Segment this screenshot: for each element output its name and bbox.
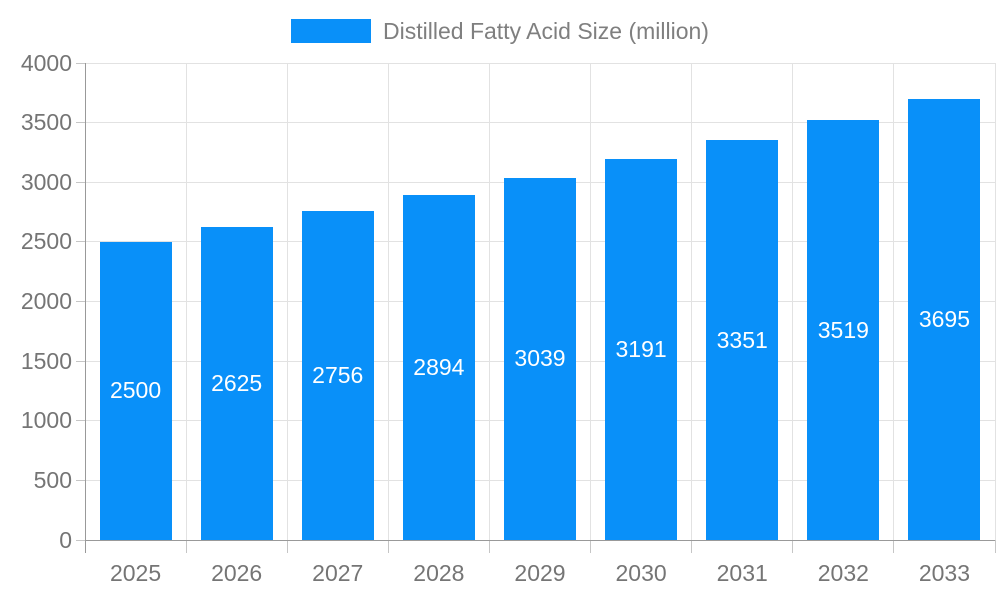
x-axis-tick-label: 2027 — [312, 560, 364, 586]
bar-value-label: 2894 — [413, 353, 465, 380]
x-axis-tick-label: 2028 — [413, 560, 465, 586]
bar-value-label: 2756 — [312, 362, 364, 389]
y-tick-500 — [76, 479, 85, 481]
y-tick-2000 — [76, 301, 85, 302]
bar-value-label: 3351 — [716, 326, 768, 353]
bar-2028[interactable] — [402, 194, 475, 540]
bar-2031[interactable] — [706, 140, 779, 540]
y-tick-3000 — [76, 181, 85, 183]
bar-2032[interactable] — [807, 120, 880, 540]
y-tick-1500 — [76, 360, 85, 362]
y-axis-tick-label: 500 — [33, 466, 72, 493]
y-axis-line — [84, 63, 86, 553]
y-axis-tick-label: 4000 — [20, 49, 72, 76]
gridline-h-4000 — [85, 62, 995, 64]
gridline-v-6 — [691, 63, 693, 540]
y-tick-0 — [76, 539, 85, 541]
bar-value-label: 3695 — [918, 306, 971, 333]
x-axis-tick-label: 2033 — [918, 560, 971, 586]
x-axis-tick-label: 2026 — [211, 560, 263, 586]
x-axis-tick-label: 2032 — [817, 560, 869, 586]
y-tick-2500 — [76, 241, 85, 243]
x-axis-tick-label: 2031 — [716, 560, 768, 586]
y-axis-tick-label: 1500 — [20, 347, 72, 374]
legend-swatch — [291, 19, 372, 43]
y-tick-4000 — [76, 62, 85, 64]
x-tick-8 — [893, 540, 895, 553]
x-axis-tick-label: 2030 — [615, 560, 667, 586]
y-tick-3500 — [76, 122, 85, 124]
bar-value-label: 2625 — [211, 369, 263, 396]
gridline-v-3 — [387, 63, 389, 540]
y-axis-tick-label: 3000 — [20, 168, 72, 195]
legend-label: Distilled Fatty Acid Size (million) — [383, 18, 709, 44]
y-axis-tick-label: 2500 — [20, 228, 72, 255]
gridline-h-3500 — [85, 122, 995, 124]
y-axis-tick-label: 0 — [59, 526, 72, 553]
x-tick-4 — [488, 540, 490, 553]
bar-value-label: 3191 — [615, 336, 667, 363]
x-axis-tick-label: 2029 — [514, 560, 566, 586]
bar-value-label: 2500 — [109, 377, 162, 404]
x-tick-7 — [792, 540, 794, 553]
bar-2033[interactable] — [908, 99, 981, 540]
y-axis-tick-label: 2000 — [20, 288, 72, 314]
bar-value-label: 3519 — [817, 316, 869, 343]
bar-2027[interactable] — [301, 211, 374, 540]
gridline-v-9 — [994, 63, 996, 540]
bar-2025[interactable] — [99, 241, 172, 540]
gridline-v-4 — [488, 63, 490, 540]
bar-2029[interactable] — [504, 177, 576, 540]
x-tick-2 — [286, 540, 288, 553]
x-tick-5 — [590, 540, 592, 553]
y-tick-1000 — [76, 420, 85, 422]
bar-value-label: 3039 — [514, 345, 566, 372]
gridline-v-7 — [792, 63, 794, 540]
gridline-v-2 — [286, 63, 288, 540]
x-tick-1 — [185, 540, 187, 553]
y-axis-tick-label: 3500 — [20, 109, 72, 136]
gridline-v-8 — [893, 63, 895, 540]
gridline-v-5 — [590, 63, 592, 540]
x-axis-tick-label: 2025 — [109, 560, 162, 586]
bar-2030[interactable] — [605, 159, 678, 540]
x-tick-3 — [387, 540, 389, 553]
x-tick-6 — [691, 540, 693, 553]
gridline-v-1 — [185, 63, 187, 540]
x-tick-9 — [994, 540, 996, 553]
bar-2026[interactable] — [200, 226, 273, 540]
legend[interactable]: Distilled Fatty Acid Size (million) — [0, 19, 1000, 43]
y-axis-tick-label: 1000 — [20, 407, 72, 434]
x-axis-line — [85, 539, 995, 541]
